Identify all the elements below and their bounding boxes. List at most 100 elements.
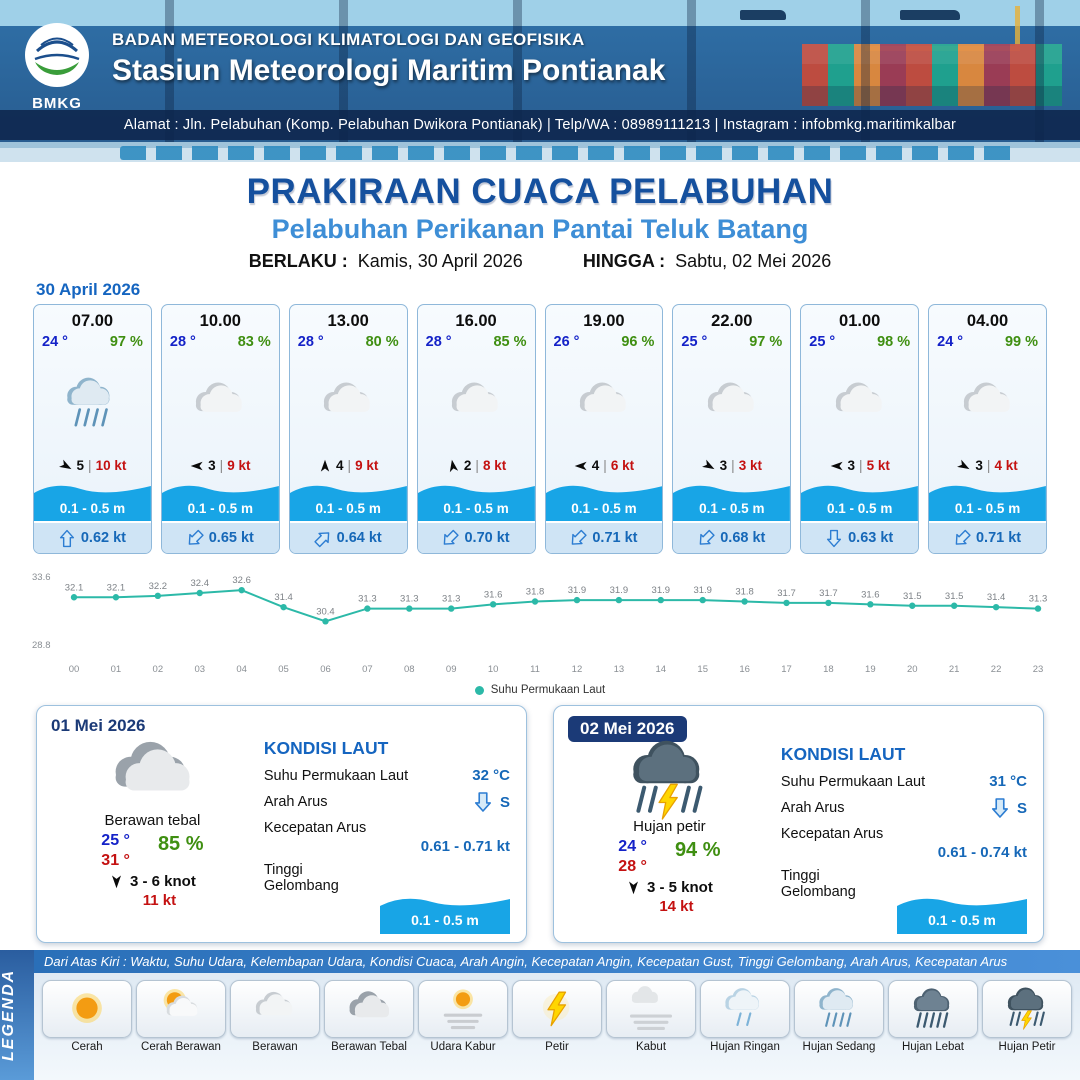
svg-text:16: 16 bbox=[739, 664, 750, 675]
current-speed-label: Kecepatan Arus bbox=[780, 826, 884, 842]
card-temperature: 28 ° bbox=[297, 334, 324, 350]
current-row: 0.71 kt bbox=[929, 521, 1046, 553]
svg-text:04: 04 bbox=[236, 664, 247, 675]
svg-text:31.9: 31.9 bbox=[652, 585, 671, 596]
svg-text:31.8: 31.8 bbox=[526, 587, 545, 598]
legend-item: Hujan Sedang bbox=[794, 980, 884, 1053]
card-time: 19.00 bbox=[583, 312, 625, 330]
daily-forecast-card: 02 Mei 2026 Hujan petir 24 ° 28 ° 94 % 3… bbox=[553, 705, 1044, 943]
temp-max: 31 ° bbox=[101, 852, 130, 869]
wave-height-value: 0.1 - 0.5 m bbox=[59, 501, 126, 516]
wind-gust: 10 kt bbox=[95, 458, 127, 473]
wave-height-label: Tinggi Gelombang bbox=[780, 868, 856, 900]
address-line: Alamat : Jln. Pelabuhan (Komp. Pelabuhan… bbox=[0, 110, 1080, 140]
legend-item: Cerah bbox=[42, 980, 132, 1053]
wind-row: 4 | 9 kt bbox=[290, 458, 407, 473]
svg-text:21: 21 bbox=[949, 664, 960, 675]
wind-speed: 4 bbox=[336, 458, 344, 473]
daily-forecast-card: 01 Mei 2026 Berawan tebal 25 ° 31 ° 85 %… bbox=[36, 705, 527, 943]
legend-label: Hujan Sedang bbox=[802, 1041, 876, 1053]
svg-text:33.6: 33.6 bbox=[32, 572, 51, 583]
card-humidity: 96 % bbox=[621, 334, 655, 350]
station-name: Stasiun Meteorologi Maritim Pontianak bbox=[112, 54, 666, 87]
wind-gust: 9 kt bbox=[355, 458, 379, 473]
forecast-date: 30 April 2026 bbox=[36, 280, 141, 299]
current-direction-label: Arah Arus bbox=[263, 794, 328, 810]
current-speed-value: 0.71 kt bbox=[592, 530, 638, 546]
temp-min: 24 ° bbox=[618, 838, 647, 855]
wave-height-box: 0.1 - 0.5 m bbox=[161, 477, 279, 521]
kabut-icon bbox=[606, 980, 696, 1038]
wind-row: 3 | 9 kt bbox=[162, 458, 279, 473]
hingga-label: HINGGA : bbox=[582, 251, 666, 271]
card-time: 16.00 bbox=[455, 312, 497, 330]
svg-text:31.6: 31.6 bbox=[484, 589, 503, 600]
legend-label: Hujan Ringan bbox=[710, 1041, 780, 1053]
bmkg-logo-icon bbox=[25, 23, 89, 87]
wind-speed: 2 bbox=[463, 458, 472, 473]
wind-speed-line: 3 - 5 knot bbox=[626, 879, 713, 896]
series-label: Suhu Permukaan Laut bbox=[490, 684, 606, 696]
wind-gust: 8 kt bbox=[482, 458, 507, 473]
wind-gust: 9 kt bbox=[227, 458, 251, 473]
sst-label: Suhu Permukaan Laut bbox=[780, 773, 926, 790]
legend-label: Berawan bbox=[252, 1041, 298, 1053]
sea-conditions-heading: KONDISI LAUT bbox=[263, 738, 389, 758]
wind-direction-icon bbox=[699, 456, 718, 475]
card-time: 10.00 bbox=[199, 312, 241, 330]
hourly-forecast-card: 16.00 28 ° 85 % 2 | 8 kt 0.1 - 0.5 m 0.7… bbox=[416, 304, 536, 554]
wave-height-value: 0.1 - 0.5 m bbox=[411, 912, 479, 928]
wind-row: 3 | 4 kt bbox=[929, 458, 1046, 473]
current-direction-icon bbox=[182, 526, 207, 551]
wind-direction-icon bbox=[955, 456, 974, 475]
svg-text:18: 18 bbox=[823, 664, 834, 675]
ship-illustration bbox=[740, 10, 786, 20]
berawan-icon bbox=[418, 350, 535, 458]
card-humidity: 98 % bbox=[877, 334, 911, 350]
hourly-forecast-card: 04.00 24 ° 99 % 3 | 4 kt 0.1 - 0.5 m 0.7… bbox=[928, 304, 1047, 554]
weather-condition: Berawan tebal bbox=[104, 812, 201, 829]
svg-text:12: 12 bbox=[572, 664, 583, 675]
svg-text:31.3: 31.3 bbox=[442, 594, 461, 605]
svg-text:10: 10 bbox=[488, 664, 499, 675]
legend-section: LEGENDA Dari Atas Kiri : Waktu, Suhu Uda… bbox=[0, 950, 1080, 1080]
berawan-icon bbox=[230, 980, 320, 1038]
current-row: 0.68 kt bbox=[673, 521, 791, 553]
wind-gust: 6 kt bbox=[610, 458, 635, 473]
humidity: 85 % bbox=[157, 833, 204, 855]
berawan-icon bbox=[162, 350, 279, 458]
card-time: 04.00 bbox=[966, 312, 1009, 330]
temp-max: 28 ° bbox=[618, 858, 647, 875]
current-speed-value: 0.61 - 0.74 kt bbox=[937, 844, 1027, 861]
svg-text:14: 14 bbox=[655, 664, 666, 675]
berlaku-value: Kamis, 30 April 2026 bbox=[357, 251, 523, 271]
current-row: 0.63 kt bbox=[801, 521, 919, 553]
humidity: 94 % bbox=[674, 839, 721, 861]
header: BMKG BADAN METEOROLOGI KLIMATOLOGI DAN G… bbox=[0, 0, 1080, 162]
berawan-icon bbox=[290, 350, 407, 458]
card-humidity: 97 % bbox=[109, 334, 143, 350]
legend-label: Cerah bbox=[71, 1041, 103, 1053]
wind-row: 4 | 6 kt bbox=[546, 458, 663, 473]
card-humidity: 83 % bbox=[237, 334, 271, 350]
wind-speed: 4 bbox=[591, 458, 600, 473]
wave-height-value: 0.1 - 0.5 m bbox=[827, 501, 893, 516]
wind-gust: 5 kt bbox=[866, 458, 890, 473]
current-speed-value: 0.63 kt bbox=[848, 530, 894, 546]
legend-item: Kabut bbox=[606, 980, 696, 1053]
wave-height-badge: 0.1 - 0.5 m bbox=[379, 890, 510, 934]
current-speed-value: 0.68 kt bbox=[720, 530, 766, 546]
svg-text:00: 00 bbox=[69, 664, 80, 675]
svg-text:13: 13 bbox=[614, 664, 625, 675]
current-direction-icon bbox=[310, 526, 335, 551]
sst-value: 32 °C bbox=[472, 767, 510, 784]
card-humidity: 80 % bbox=[365, 334, 399, 350]
current-direction-icon bbox=[826, 529, 842, 548]
current-speed-value: 0.64 kt bbox=[336, 530, 382, 546]
wave-height-value: 0.1 - 0.5 m bbox=[315, 501, 381, 516]
legend-title: LEGENDA bbox=[0, 950, 34, 1080]
legend-item: Hujan Ringan bbox=[700, 980, 790, 1053]
svg-text:02: 02 bbox=[153, 664, 164, 675]
cerah-icon bbox=[42, 980, 132, 1038]
